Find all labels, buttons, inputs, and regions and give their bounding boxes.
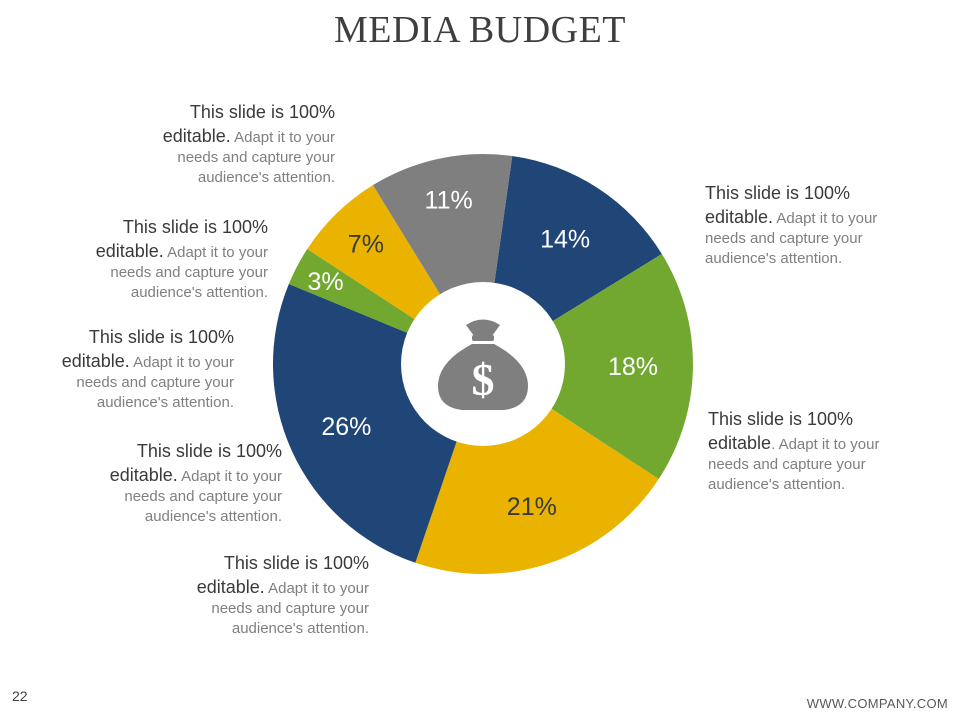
note-upper-left: This slide is 100% editable. Adapt it to…: [95, 217, 268, 301]
slide-title: MEDIA BUDGET: [333, 9, 627, 51]
slice-label-18pct: 18%: [608, 353, 658, 381]
note-bottom-left: This slide is 100% editable. Adapt it to…: [196, 553, 369, 637]
note-lower-left: This slide is 100% editable. Adapt it to…: [109, 441, 282, 525]
note-lower-right: This slide is 100% editable. Adapt it to…: [708, 409, 880, 493]
pie-slice-18pct: [483, 253, 694, 479]
slice-label-7pct: 7%: [348, 231, 384, 259]
page-number: 22: [12, 688, 28, 704]
slice-label-3pct: 3%: [307, 268, 343, 296]
slice-label-26pct: 26%: [321, 413, 371, 441]
note-upper-right: This slide is 100% editable. Adapt it to…: [705, 183, 878, 267]
slice-label-21pct: 21%: [507, 493, 557, 521]
note-middle-left: This slide is 100% editable. Adapt it to…: [61, 327, 234, 411]
money-bag-dollar-icon: $: [438, 319, 528, 410]
footer-url: WWW.COMPANY.COM: [806, 696, 948, 711]
slice-label-11pct: 11%: [425, 187, 473, 215]
note-top-left: This slide is 100% editable. Adapt it to…: [162, 102, 335, 186]
slice-label-14pct: 14%: [540, 225, 590, 253]
svg-text:$: $: [472, 354, 495, 405]
